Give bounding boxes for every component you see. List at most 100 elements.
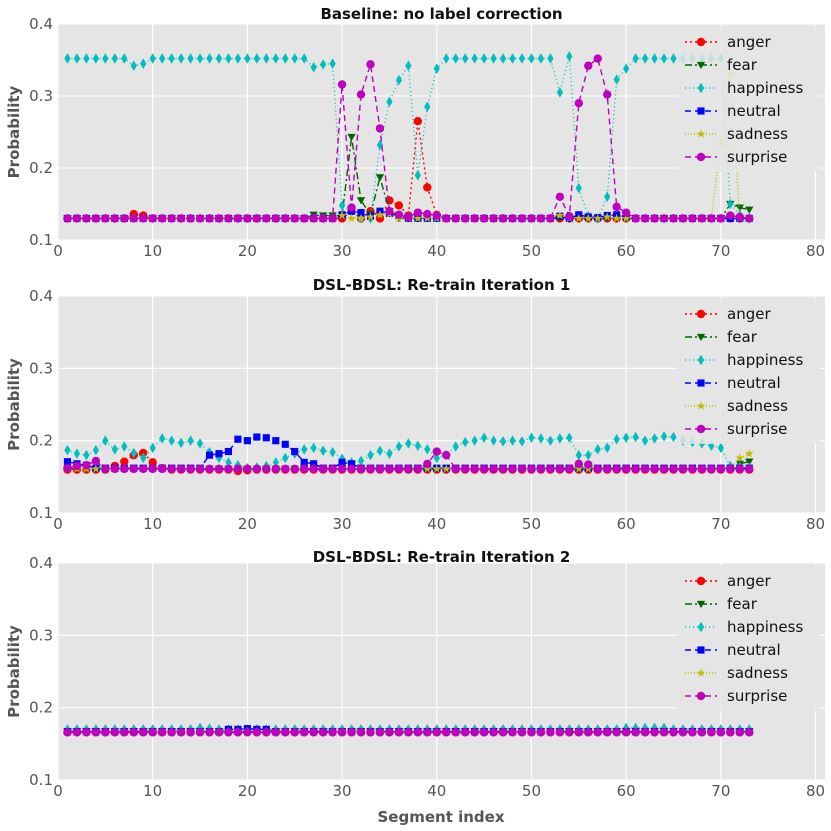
legend-label: sadness (727, 664, 788, 682)
x-tick-label: 30 (333, 782, 352, 800)
data-point-happiness (159, 433, 166, 444)
data-point-neutral (63, 458, 72, 466)
legend-marker-sadness (696, 668, 706, 677)
legend-marker-sadness (696, 129, 706, 138)
data-point-surprise (612, 202, 621, 212)
data-point-surprise (157, 214, 167, 223)
data-point-anger (423, 183, 432, 192)
legend-item-neutral: neutral (685, 374, 781, 392)
data-point-surprise (460, 728, 470, 737)
data-point-surprise (318, 214, 328, 223)
data-point-surprise (290, 214, 299, 223)
data-point-happiness (111, 53, 118, 64)
data-point-happiness (424, 444, 431, 455)
data-point-surprise (735, 464, 744, 474)
data-point-surprise (697, 728, 707, 737)
data-point-surprise (63, 463, 72, 473)
data-point-sadness (555, 210, 565, 220)
data-point-surprise (110, 214, 120, 223)
data-point-surprise (697, 464, 707, 474)
data-point-surprise (337, 728, 347, 737)
legend-label: anger (727, 305, 771, 323)
data-point-happiness (386, 448, 393, 459)
data-point-surprise (470, 464, 479, 474)
data-point-surprise (271, 214, 280, 223)
data-point-happiness (632, 53, 639, 64)
data-point-surprise (640, 214, 650, 223)
data-point-surprise (385, 464, 394, 474)
data-point-surprise (91, 728, 101, 737)
data-point-sadness (91, 464, 101, 473)
data-point-surprise (120, 464, 129, 474)
data-point-surprise (252, 728, 262, 737)
legend-marker-fear (696, 600, 706, 608)
data-point-happiness (509, 53, 516, 64)
data-point-happiness (282, 452, 289, 464)
data-point-surprise (593, 464, 602, 474)
legend-item-happiness: happiness (685, 351, 803, 369)
legend-label: fear (727, 328, 758, 346)
data-point-surprise (101, 214, 110, 223)
data-point-surprise (262, 214, 271, 223)
chart-panels: 0 10 20 30 40 50 60 70 80 0.1 0.2 0.3 0.4 Baseline: n… (5, 5, 825, 800)
data-point-surprise (593, 728, 602, 737)
data-point-surprise (584, 460, 593, 469)
data-point-happiness (471, 435, 478, 446)
legend-box (677, 26, 820, 172)
data-point-sadness (574, 213, 584, 223)
data-point-surprise (243, 464, 252, 474)
x-tick-label: 40 (427, 242, 446, 260)
data-point-anger (394, 201, 404, 210)
data-point-surprise (707, 464, 716, 474)
data-point-surprise (659, 214, 669, 223)
x-tick-label: 60 (617, 515, 636, 533)
data-point-surprise (517, 464, 527, 474)
data-point-surprise (262, 464, 271, 474)
data-point-happiness (660, 431, 668, 442)
data-point-happiness (443, 53, 450, 64)
data-point-surprise (366, 464, 375, 474)
data-point-happiness (206, 53, 213, 64)
data-point-surprise (460, 214, 470, 223)
data-point-happiness (130, 60, 137, 72)
data-point-happiness (319, 59, 327, 70)
data-point-happiness (329, 58, 336, 69)
data-point-surprise (404, 464, 413, 474)
data-point-fear (375, 174, 385, 182)
data-point-surprise (612, 728, 621, 737)
data-point-surprise (139, 214, 148, 223)
data-point-happiness (670, 53, 677, 64)
data-point-happiness (121, 441, 128, 452)
data-point-surprise (328, 214, 337, 223)
data-point-surprise (72, 214, 82, 223)
legend-item-anger: anger (685, 572, 771, 590)
data-point-happiness (102, 435, 109, 446)
legend-label: surprise (727, 420, 787, 438)
y-tick-label: 0.2 (29, 432, 53, 450)
data-point-surprise (479, 728, 489, 737)
data-point-surprise (299, 214, 309, 223)
data-point-happiness (604, 191, 611, 203)
data-point-neutral (234, 435, 242, 443)
data-point-happiness (471, 53, 478, 64)
data-point-surprise (555, 192, 565, 201)
legend-marker-neutral (697, 107, 705, 115)
x-tick-label: 20 (238, 782, 257, 800)
data-point-happiness (528, 432, 535, 444)
data-point-surprise (404, 728, 413, 737)
data-point-happiness (509, 435, 516, 446)
data-point-happiness (111, 444, 118, 455)
data-point-surprise (63, 214, 72, 223)
data-point-happiness (424, 101, 431, 113)
data-point-happiness (196, 53, 204, 64)
legend-label: neutral (727, 374, 781, 392)
data-point-surprise (129, 464, 138, 474)
data-point-neutral (281, 440, 289, 448)
data-point-surprise (669, 214, 678, 223)
data-point-surprise (328, 728, 337, 737)
data-point-surprise (101, 728, 110, 737)
data-point-surprise (423, 209, 432, 219)
legend-marker-surprise (696, 424, 706, 434)
data-point-surprise (517, 728, 527, 737)
data-point-surprise (413, 208, 423, 217)
